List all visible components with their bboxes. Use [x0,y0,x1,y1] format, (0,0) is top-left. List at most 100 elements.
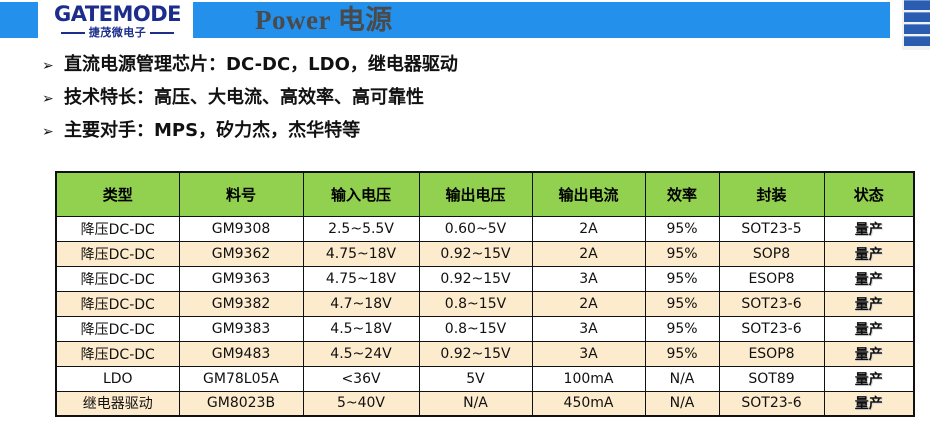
cell-output-current: 3A [531,265,646,292]
table-row: 降压DC-DC GM9383 4.5~18V 0.8~15V 3A 95% SO… [55,315,915,342]
thumbnail-item[interactable] [904,12,930,22]
cell-output-voltage: 0.92~15V [418,265,533,292]
cell-type: 继电器驱动 [55,390,180,417]
cell-type: 降压DC-DC [55,240,180,267]
cell-type: 降压DC-DC [55,340,180,367]
cell-status: 量产 [823,315,915,342]
header-band-left [0,2,38,38]
cell-status: 量产 [823,265,915,292]
cell-efficiency: 95% [644,290,720,317]
table-body: 降压DC-DC GM9308 2.5~5.5V 0.60~5V 2A 95% S… [55,215,915,417]
column-header-efficiency: 效率 [644,171,720,217]
cell-part-number: GM9382 [178,290,304,317]
bullet-item: ➢ 直流电源管理芯片：DC-DC，LDO，继电器驱动 [42,50,842,83]
column-header-output-voltage: 输出电压 [418,171,533,217]
cell-part-number: GM9363 [178,265,304,292]
cell-input-voltage: 4.5~18V [302,315,420,342]
cell-efficiency: 95% [644,315,720,342]
cell-part-number: GM8023B [178,390,304,417]
cell-status: 量产 [823,290,915,317]
cell-input-voltage: <36V [302,365,420,392]
cell-input-voltage: 2.5~5.5V [302,215,420,242]
table-row: 降压DC-DC GM9308 2.5~5.5V 0.60~5V 2A 95% S… [55,215,915,242]
logo-wordmark: GATEMODE [53,2,182,26]
cell-output-current: 3A [531,315,646,342]
cell-part-number: GM78L05A [178,365,304,392]
cell-input-voltage: 4.75~18V [302,240,420,267]
cell-output-current: 2A [531,290,646,317]
cell-part-number: GM9383 [178,315,304,342]
cell-output-current: 450mA [531,390,646,417]
header-band-right [193,2,890,38]
cell-part-number: GM9362 [178,240,304,267]
cell-package: SOT89 [718,365,825,392]
bullet-item: ➢ 主要对手：MPS，矽力杰，杰华特等 [42,116,842,149]
bullet-text: 技术特长：高压、大电流、高效率、高可靠性 [64,87,424,108]
cell-status: 量产 [823,340,915,367]
cell-package: ESOP8 [718,265,825,292]
table-header: 类型 料号 输入电压 输出电压 输出电流 效率 封装 状态 [55,171,915,217]
cell-type: 降压DC-DC [55,215,180,242]
cell-output-current: 100mA [531,365,646,392]
cell-input-voltage: 4.75~18V [302,265,420,292]
bullet-text: 直流电源管理芯片：DC-DC，LDO，继电器驱动 [64,54,458,75]
arrow-bullet-icon: ➢ [42,124,54,140]
cell-type: 降压DC-DC [55,290,180,317]
table-row: 降压DC-DC GM9483 4.5~24V 0.92~15V 3A 95% E… [55,340,915,367]
table-row: LDO GM78L05A <36V 5V 100mA N/A SOT89 量产 [55,365,915,392]
cell-type: 降压DC-DC [55,265,180,292]
thumbnail-item[interactable] [904,36,930,46]
table-row: 继电器驱动 GM8023B 5~40V N/A 450mA N/A SOT23-… [55,390,915,417]
arrow-bullet-icon: ➢ [42,58,54,74]
cell-output-current: 3A [531,340,646,367]
column-header-status: 状态 [823,171,915,217]
table-row: 降压DC-DC GM9382 4.7~18V 0.8~15V 2A 95% SO… [55,290,915,317]
cell-package: SOT23-6 [718,315,825,342]
cell-type: 降压DC-DC [55,315,180,342]
cell-status: 量产 [823,240,915,267]
thumbnail-item[interactable] [904,24,930,34]
column-header-package: 封装 [718,171,825,217]
cell-package: SOT23-5 [718,215,825,242]
logo-rule-right [150,32,175,34]
cell-part-number: GM9308 [178,215,304,242]
slide-thumbnail-strip[interactable] [902,0,930,50]
arrow-bullet-icon: ➢ [42,91,54,107]
cell-package: ESOP8 [718,340,825,367]
cell-output-current: 2A [531,240,646,267]
column-header-type: 类型 [55,171,180,217]
company-logo: GATEMODE 捷茂微电子 [50,1,185,42]
thumbnail-item[interactable] [904,0,930,10]
cell-output-current: 2A [531,215,646,242]
cell-efficiency: 95% [644,265,720,292]
cell-package: SOT23-6 [718,390,825,417]
product-table: 类型 料号 输入电压 输出电压 输出电流 效率 封装 状态 降压DC-DC GM… [55,171,915,417]
table-row: 降压DC-DC GM9363 4.75~18V 0.92~15V 3A 95% … [55,265,915,292]
column-header-part-number: 料号 [178,171,304,217]
cell-efficiency: N/A [644,390,720,417]
logo-subtitle-group: 捷茂微电子 [50,27,185,39]
cell-output-voltage: 5V [418,365,533,392]
cell-input-voltage: 4.7~18V [302,290,420,317]
bullet-list: ➢ 直流电源管理芯片：DC-DC，LDO，继电器驱动 ➢ 技术特长：高压、大电流… [42,50,842,149]
bullet-text: 主要对手：MPS，矽力杰，杰华特等 [64,120,361,141]
cell-input-voltage: 4.5~24V [302,340,420,367]
cell-status: 量产 [823,365,915,392]
product-table-container: 类型 料号 输入电压 输出电压 输出电流 效率 封装 状态 降压DC-DC GM… [55,171,915,417]
page-header: GATEMODE 捷茂微电子 Power 电源 [0,0,930,43]
cell-efficiency: 95% [644,240,720,267]
column-header-output-current: 输出电流 [531,171,646,217]
cell-output-voltage: 0.92~15V [418,240,533,267]
logo-rule-left [60,32,85,34]
page-title: Power 电源 [255,5,393,35]
table-header-row: 类型 料号 输入电压 输出电压 输出电流 效率 封装 状态 [55,171,915,217]
column-header-input-voltage: 输入电压 [302,171,420,217]
bullet-item: ➢ 技术特长：高压、大电流、高效率、高可靠性 [42,83,842,116]
cell-part-number: GM9483 [178,340,304,367]
cell-output-voltage: N/A [418,390,533,417]
table-row: 降压DC-DC GM9362 4.75~18V 0.92~15V 2A 95% … [55,240,915,267]
cell-efficiency: N/A [644,365,720,392]
logo-subtitle: 捷茂微电子 [88,26,147,39]
cell-package: SOT23-6 [718,290,825,317]
cell-package: SOP8 [718,240,825,267]
